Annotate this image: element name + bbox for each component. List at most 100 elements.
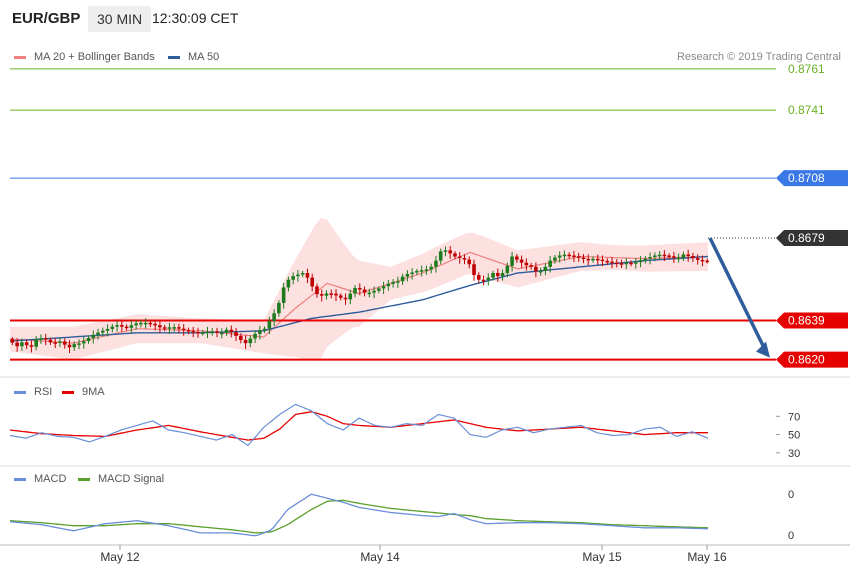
candle-body: [600, 259, 605, 262]
legend-9ma: 9MA: [62, 386, 105, 398]
candle-body: [491, 273, 495, 278]
candle-body: [120, 325, 124, 327]
candle-body: [29, 345, 34, 347]
macd-signal-line: [9, 499, 709, 534]
candle-body: [20, 342, 24, 347]
candle-body: [148, 322, 153, 325]
level-label: 0.8679: [788, 231, 825, 245]
candle-body: [591, 258, 595, 261]
candle-body: [300, 273, 305, 275]
candle-body: [72, 344, 77, 348]
candle-body: [353, 287, 357, 294]
price-tag: [776, 229, 848, 246]
candle-body: [177, 327, 181, 329]
candle-body: [681, 254, 686, 258]
candle-body: [543, 266, 548, 271]
candle-body: [515, 256, 519, 260]
candle-body: [53, 342, 58, 344]
macd-tick-label: 0: [788, 530, 794, 542]
candle-body: [643, 258, 648, 261]
candle-body: [634, 262, 638, 264]
forecast-arrow: [708, 237, 768, 353]
candle-body: [581, 257, 586, 260]
candle-body: [424, 269, 429, 271]
candle-body: [657, 254, 662, 257]
legend-macd-label: MACD: [34, 473, 67, 485]
rsi-ma-line: [9, 411, 708, 441]
candle-body: [467, 259, 472, 265]
legend-signal-label: MACD Signal: [98, 473, 165, 485]
candle-body: [567, 254, 571, 257]
level-label: 0.8620: [788, 353, 825, 367]
candle-body: [24, 342, 29, 346]
candle-body: [291, 276, 295, 280]
candle-body: [405, 274, 410, 277]
x-tick-label: May 16: [687, 550, 727, 564]
candle-body: [101, 330, 105, 333]
candle-body: [381, 286, 386, 289]
candle-body: [357, 287, 362, 290]
candle-body: [162, 327, 167, 329]
rsi-tick-label: 70: [788, 411, 800, 423]
chart-header: EUR/GBP 30 MIN 12:30:09 CET: [0, 0, 850, 38]
candle-body: [695, 258, 700, 260]
candle-body: [105, 328, 110, 331]
candle-body: [434, 260, 438, 267]
candle-body: [43, 338, 48, 340]
candle-body: [62, 341, 67, 345]
candle-body: [419, 270, 424, 272]
candle-body: [124, 326, 129, 329]
timeframe-selector[interactable]: 30 MIN: [88, 6, 152, 32]
candle-body: [67, 344, 72, 348]
candle-body: [338, 295, 343, 298]
candle-body: [115, 325, 119, 327]
candle-body: [34, 339, 38, 347]
price-tag: [776, 351, 848, 368]
rsi-tick-label: 30: [788, 448, 800, 460]
candle-body: [557, 255, 562, 258]
candle-body: [324, 293, 329, 296]
candle-body: [210, 331, 215, 333]
candle-body: [158, 325, 162, 328]
candle-body: [415, 270, 419, 273]
candle-body: [310, 277, 315, 287]
candle-body: [110, 326, 115, 329]
candle-body: [538, 270, 543, 273]
candle-body: [524, 262, 529, 266]
ma20-swatch-icon: [14, 55, 26, 59]
candle-body: [334, 293, 338, 296]
candle-body: [505, 265, 510, 274]
legend-macd: MACD: [14, 473, 66, 485]
candle-body: [329, 293, 334, 295]
candle-body: [453, 253, 457, 257]
candle-body: [619, 263, 624, 265]
candle-body: [258, 330, 262, 334]
candle-body: [400, 276, 405, 282]
candle-body: [77, 343, 81, 345]
candle-body: [153, 323, 157, 326]
candle-body: [267, 320, 272, 329]
candle-body: [362, 289, 367, 293]
candle-body: [700, 259, 705, 262]
candle-body: [215, 331, 219, 333]
candle-body: [296, 274, 300, 277]
candle-body: [277, 302, 281, 314]
legend-signal: MACD Signal: [78, 473, 164, 485]
candle-body: [653, 255, 657, 258]
ma20-line: [9, 251, 709, 344]
candle-body: [315, 286, 319, 295]
candle-body: [476, 275, 481, 280]
candle-body: [377, 288, 381, 291]
legend-rsi: RSI: [14, 386, 52, 398]
candle-body: [281, 287, 286, 303]
candle-body: [472, 264, 476, 276]
candle-body: [234, 332, 238, 336]
candle-body: [272, 313, 276, 321]
candle-body: [81, 341, 86, 344]
level-label: 0.8741: [788, 103, 825, 117]
signal-swatch-icon: [78, 477, 90, 481]
candle-body: [629, 262, 633, 265]
macd-tick-label: 0: [788, 489, 794, 501]
candle-body: [534, 266, 538, 272]
candle-body: [239, 335, 243, 341]
